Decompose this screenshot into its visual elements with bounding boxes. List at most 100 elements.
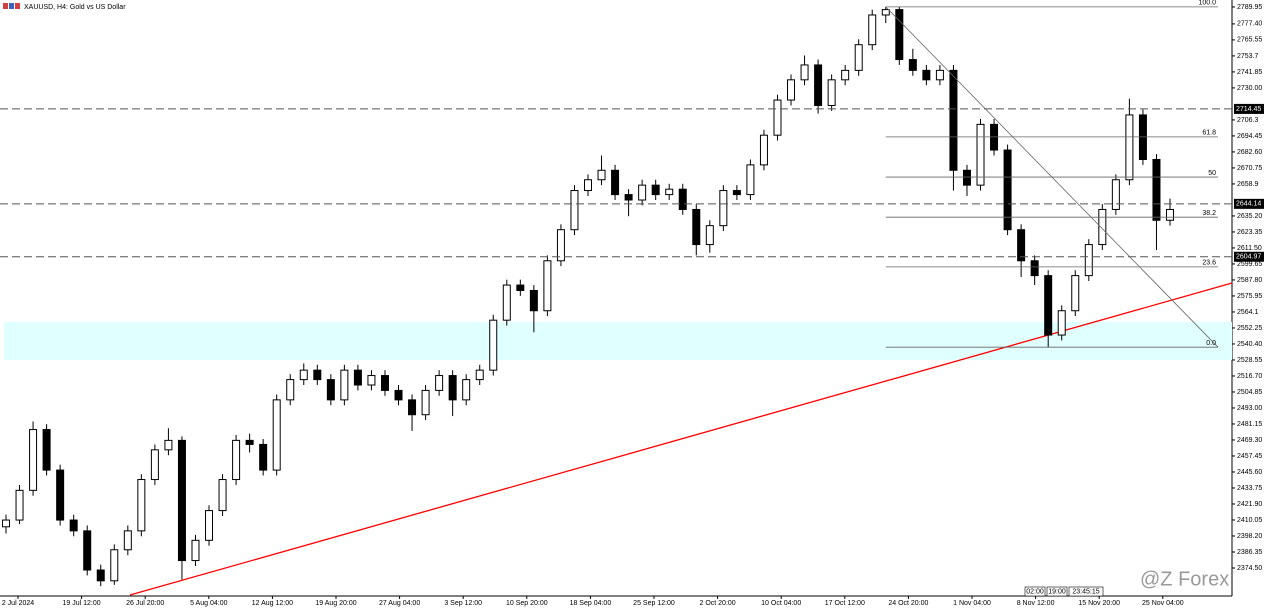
x-tick-label: 2 Jul 2024 (2, 600, 34, 607)
candle-body (1071, 275, 1080, 312)
x-tick-label: 3 Sep 12:00 (444, 600, 482, 607)
x-tick-label: 26 Jul 20:00 (126, 600, 164, 607)
x-tick-label: 8 Nov 12:00 (1017, 600, 1055, 607)
y-tick-label: 2410.05 (1237, 517, 1262, 524)
time-mark-box (1024, 586, 1046, 597)
y-tick-label: 2433.75 (1237, 485, 1262, 492)
x-tick-label: 12 Aug 12:00 (252, 600, 293, 607)
candle-body (529, 289, 538, 312)
y-tick-label: 2777.40 (1237, 21, 1262, 28)
candle-body (908, 59, 917, 71)
candle-body (448, 375, 457, 401)
level-box (1234, 103, 1264, 114)
candle-body (475, 369, 484, 381)
candle-body (69, 519, 78, 532)
y-tick-label: 2635.20 (1237, 213, 1262, 220)
level-box (1234, 198, 1264, 209)
candle-body (759, 134, 768, 166)
time-mark: 23:45:15 (1072, 588, 1099, 595)
x-tick-label: 5 Aug 04:00 (190, 600, 227, 607)
candle-body (827, 79, 836, 106)
candle-body (502, 284, 511, 321)
x-tick-label: 18 Sep 04:00 (570, 600, 612, 607)
y-tick-label: 2670.75 (1237, 165, 1262, 172)
y-tick-label: 2623.35 (1237, 229, 1262, 236)
candle-body (1098, 208, 1107, 246)
y-tick-label: 2611.50 (1237, 245, 1262, 252)
candle-body (83, 530, 92, 571)
candle-body (841, 69, 850, 81)
candle-body (1125, 114, 1134, 181)
candle-body (651, 184, 660, 196)
y-tick-label: 2730.00 (1237, 85, 1262, 92)
y-tick-label: 2599.65 (1237, 261, 1262, 268)
candle-body (719, 190, 728, 227)
candle-body (543, 260, 552, 312)
candle-body (191, 539, 200, 562)
candle-body (96, 569, 105, 582)
fib-label: 0.0 (1206, 340, 1216, 347)
candle-body (380, 375, 389, 391)
fib-label: 61.8 (1202, 130, 1216, 137)
level-label: 2644.14 (1236, 201, 1261, 208)
candle-body (638, 184, 647, 201)
candle-body (421, 389, 430, 416)
candle-body (705, 225, 714, 246)
candle-body (949, 69, 958, 171)
candle-body (56, 469, 65, 521)
candle-body (218, 479, 227, 512)
y-tick-label: 2528.55 (1237, 357, 1262, 364)
candle-body (611, 169, 620, 196)
candle-body (1003, 149, 1012, 231)
y-tick-label: 2694.45 (1237, 133, 1262, 140)
candle-body (556, 229, 565, 262)
candle-body (110, 549, 119, 582)
candle-body (137, 479, 146, 532)
level-box (1234, 251, 1264, 262)
candle-body (787, 79, 796, 101)
y-tick-label: 2706.3 (1237, 117, 1259, 124)
level-label: 2604.97 (1236, 254, 1261, 261)
candle-body (1111, 179, 1120, 210)
y-tick-label: 2445.60 (1237, 469, 1262, 476)
candle-body (299, 369, 308, 381)
x-tick-label: 1 Nov 04:00 (953, 600, 991, 607)
candle-body (678, 188, 687, 210)
y-tick-label: 2564.1 (1237, 309, 1259, 316)
y-tick-label: 2421.90 (1237, 501, 1262, 508)
candle-body (881, 9, 890, 16)
candle-body (732, 190, 741, 196)
candle-body (29, 429, 38, 491)
x-tick-label: 15 Nov 20:00 (1078, 600, 1120, 607)
candle-body (42, 429, 51, 471)
x-tick-label: 27 Aug 04:00 (379, 600, 420, 607)
candle-body (665, 188, 674, 196)
x-tick-label: 25 Nov 04:00 (1142, 600, 1184, 607)
chart-title: XAUUSD, H4: Gold vs US Dollar (24, 4, 126, 11)
candle-body (259, 443, 268, 471)
candle-body (1084, 244, 1093, 277)
y-tick-label: 2504.85 (1237, 389, 1262, 396)
candle-body (854, 44, 863, 71)
y-tick-label: 2682.60 (1237, 149, 1262, 156)
header-icon (3, 3, 20, 9)
x-tick-label: 10 Sep 20:00 (506, 600, 548, 607)
candle-body (245, 439, 254, 445)
candle-body (935, 69, 944, 81)
fib-label: 23.6 (1202, 260, 1216, 267)
candle-body (123, 530, 132, 551)
y-tick-label: 2741.85 (1237, 69, 1262, 76)
y-tick-label: 2552.25 (1237, 325, 1262, 332)
y-tick-label: 2753.7 (1237, 53, 1259, 60)
candle-body (584, 179, 592, 192)
candle-body (1166, 208, 1174, 221)
y-tick-label: 2765.55 (1237, 37, 1262, 44)
candle-body (1152, 158, 1161, 221)
level-label: 2714.45 (1236, 106, 1261, 113)
y-tick-label: 2587.80 (1237, 277, 1262, 284)
candle-body (462, 379, 471, 401)
candle-body (489, 319, 498, 371)
candle-body (1017, 229, 1026, 262)
time-mark-box (1068, 586, 1104, 597)
